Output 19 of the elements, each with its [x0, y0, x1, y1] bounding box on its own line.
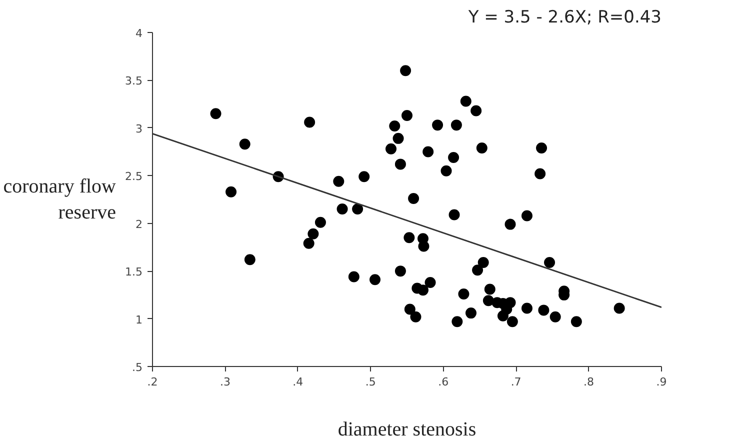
y-tick-label: 4	[136, 27, 142, 40]
x-tick-label: .9	[656, 376, 667, 388]
y-axis-title: coronary flow reserve	[3, 175, 117, 224]
text: Y = 3.5 - 2.6X; R=0.43	[467, 8, 662, 28]
x-tick-label: .5	[365, 376, 376, 388]
y-tick-label: 3	[136, 122, 142, 136]
y-tick-label: 2	[136, 218, 142, 231]
x-axis-title: diameter stenosis	[338, 418, 476, 440]
x-tick-label: .8	[584, 376, 594, 388]
x-tick-label: .4	[292, 376, 304, 388]
x-tick-label: .6	[438, 376, 449, 388]
x-tick-label: .7	[510, 376, 522, 388]
x-tick-label: .3	[220, 376, 230, 388]
y-tick-label: 1	[136, 313, 142, 326]
y-tick-label: 2.5	[125, 170, 143, 184]
y-tick-label: .5	[132, 361, 143, 374]
y-tick-label: 1.5	[125, 266, 143, 279]
x-tick-label: .2	[147, 376, 158, 388]
y-tick-label: 3.5	[125, 74, 143, 88]
